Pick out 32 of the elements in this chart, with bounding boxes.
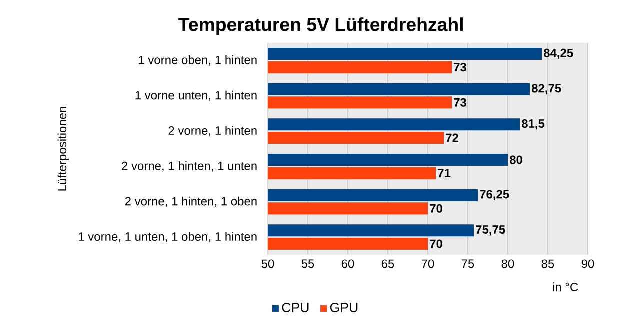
- data-label: 81,5: [522, 120, 545, 130]
- x-tick-label: 80: [502, 260, 514, 268]
- y-tick-label: 1 vorne unten, 1 hinten: [136, 90, 257, 102]
- legend-label: GPU: [330, 302, 358, 312]
- x-tick-label: 90: [582, 260, 594, 268]
- y-tick-label: 2 vorne, 1 hinten: [168, 126, 257, 136]
- y-tick-label: 1 vorne oben, 1 hinten: [139, 56, 257, 66]
- data-label: 70: [430, 240, 442, 248]
- legend-label: CPU: [282, 302, 309, 312]
- x-tick-label: 65: [382, 260, 394, 268]
- data-label: 71: [438, 169, 451, 178]
- x-tick-label: 70: [422, 260, 434, 268]
- y-tick-label: 2 vorne, 1 hinten, 1 unten: [122, 162, 257, 172]
- data-label: 80: [510, 156, 522, 164]
- data-label: 72: [446, 134, 458, 142]
- data-label: 75,75: [476, 226, 506, 236]
- x-tick-label: 85: [542, 260, 554, 268]
- y-axis-title: Lüfterpositionen: [58, 107, 69, 191]
- data-label: 76,25: [480, 190, 510, 200]
- data-label: 73: [454, 63, 466, 72]
- data-label: 84,25: [544, 48, 574, 60]
- x-axis-title: in °C: [553, 282, 578, 292]
- y-tick-label: 1 vorne, 1 unten, 1 oben, 1 hinten: [79, 232, 257, 242]
- y-tick-label: 2 vorne, 1 hinten, 1 oben: [125, 196, 257, 208]
- data-label: 70: [430, 204, 442, 213]
- x-tick-label: 75: [462, 260, 474, 268]
- chart-title: Temperaturen 5V Lüfterdrehzahl: [178, 18, 463, 36]
- x-tick-label: 60: [342, 260, 354, 268]
- data-label: 82,75: [532, 84, 562, 94]
- x-tick-label: 55: [302, 260, 314, 268]
- x-tick-label: 50: [262, 260, 274, 268]
- data-label: 73: [454, 98, 466, 107]
